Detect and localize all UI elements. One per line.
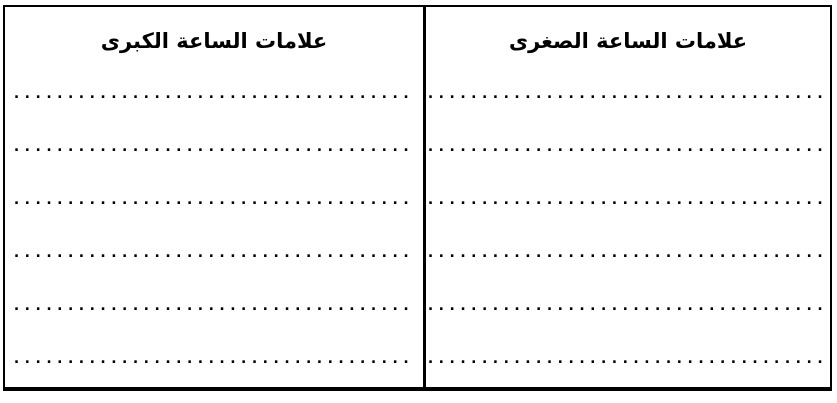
minor-signs-header: علامات الساعة الصغرى (508, 29, 748, 53)
signs-of-the-hour-table: علامات الساعة الكبرى ...................… (3, 5, 832, 391)
major-answer-line-2: ..................................... (13, 138, 415, 155)
minor-answer-line-6: ..................................... (427, 350, 829, 367)
minor-answer-line-3: ..................................... (427, 191, 829, 208)
minor-answer-line-5: ..................................... (427, 297, 829, 314)
column-minor-signs: علامات الساعة الصغرى ...................… (426, 7, 830, 387)
major-signs-header: علامات الساعة الكبرى (100, 29, 328, 53)
minor-answer-line-2: ..................................... (427, 138, 829, 155)
major-answer-line-6: ..................................... (13, 350, 415, 367)
minor-answer-line-1: ..................................... (427, 85, 829, 102)
major-answer-line-1: ..................................... (13, 85, 415, 102)
major-answer-line-5: ..................................... (13, 297, 415, 314)
column-major-signs: علامات الساعة الكبرى ...................… (5, 7, 426, 387)
major-answer-line-4: ..................................... (13, 244, 415, 261)
major-answer-line-3: ..................................... (13, 191, 415, 208)
minor-answer-line-4: ..................................... (427, 244, 829, 261)
